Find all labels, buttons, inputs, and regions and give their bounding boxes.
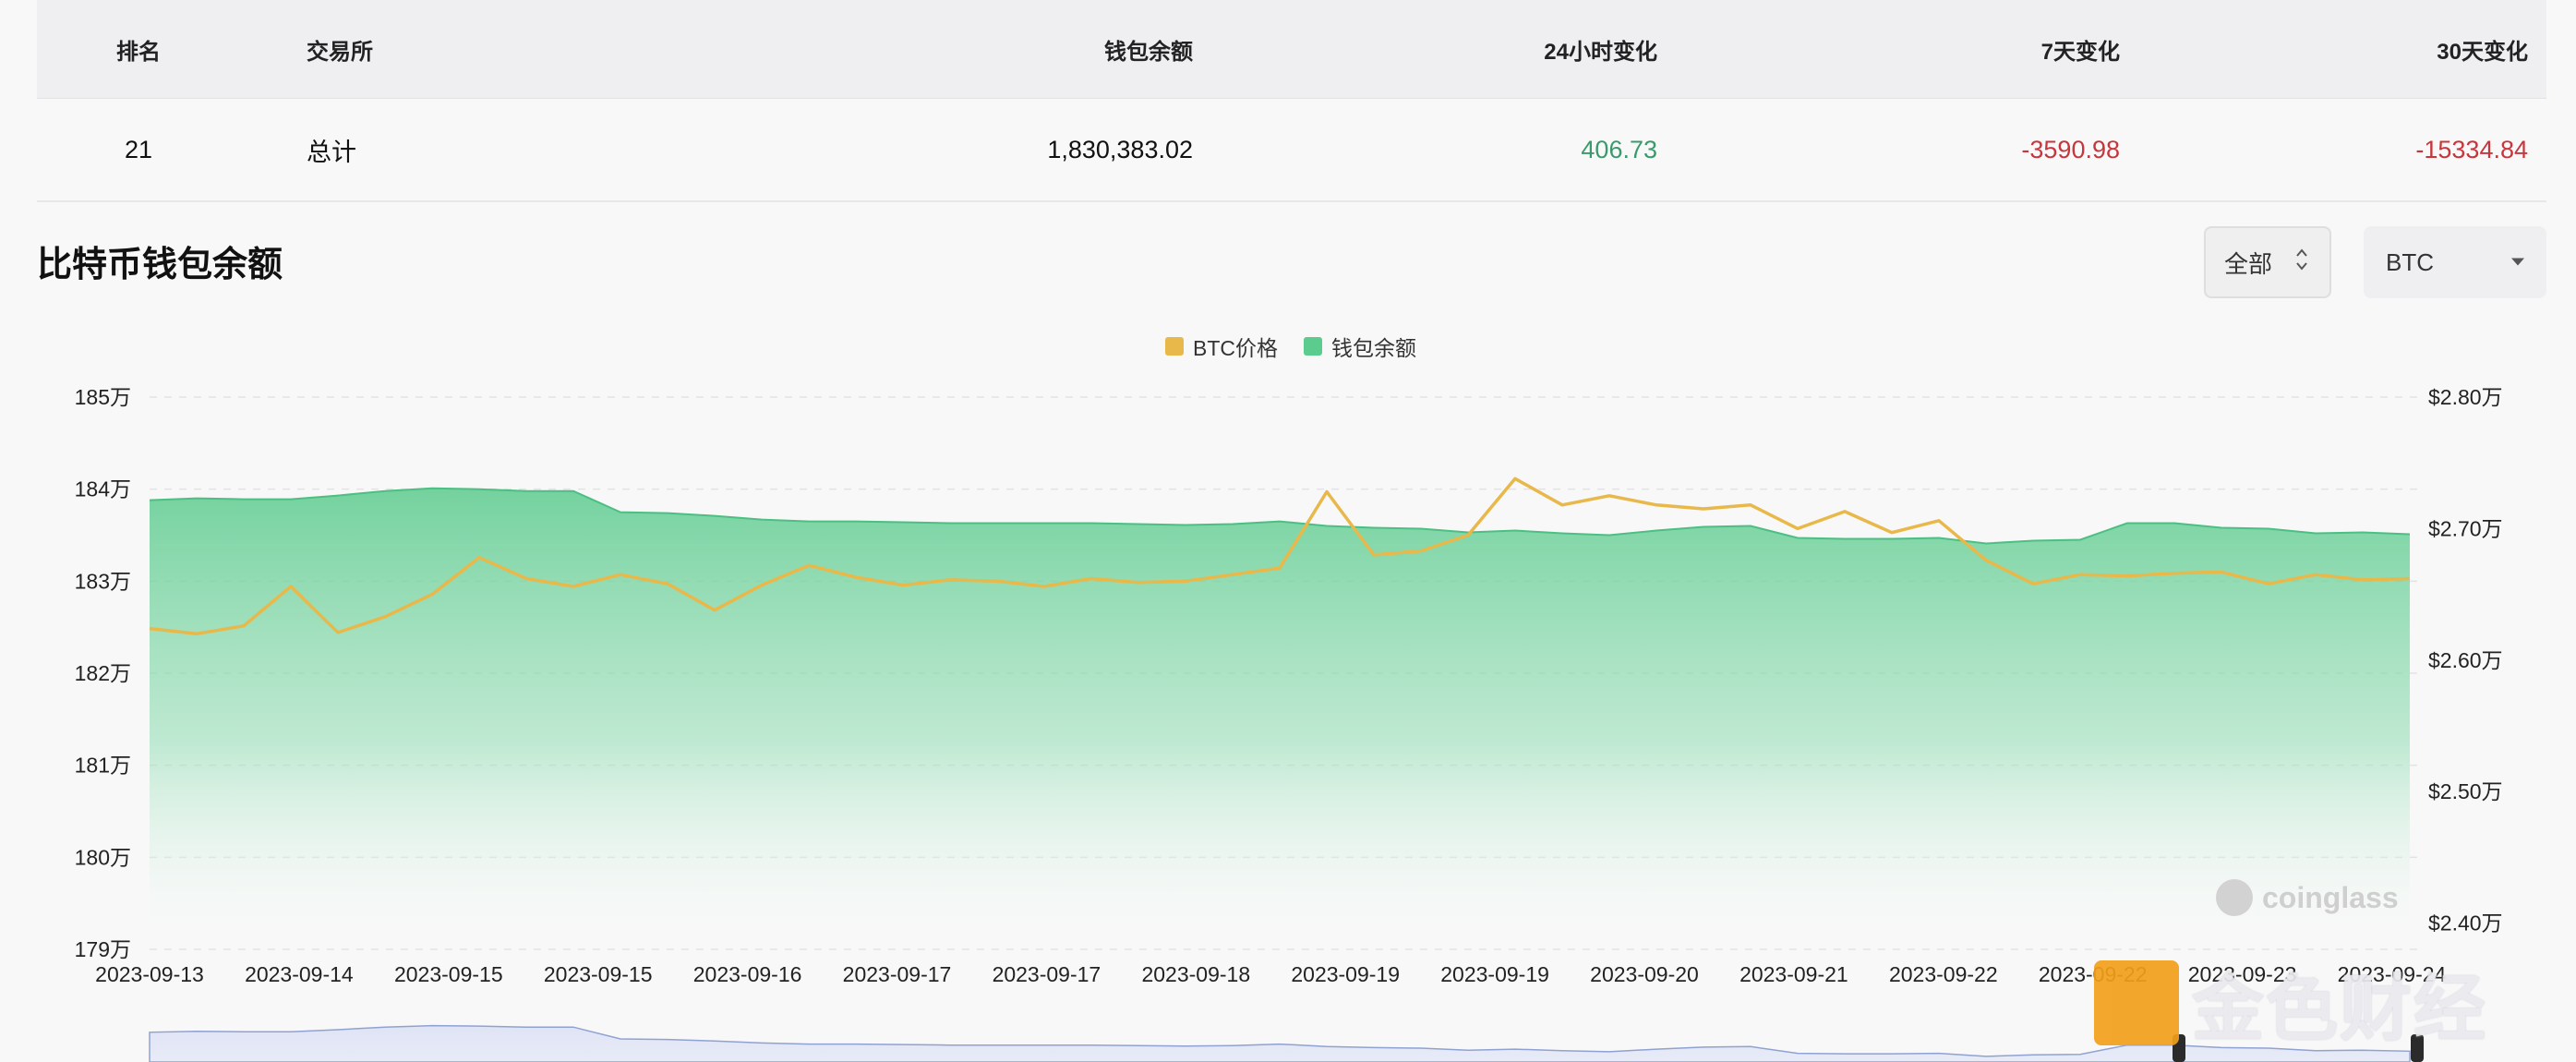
legend-swatch-price: [1165, 337, 1184, 356]
updown-chevron-icon: [2294, 247, 2309, 278]
row-change-30d: -15334.84: [2415, 135, 2528, 163]
header-change-24h[interactable]: 24小时变化: [1544, 39, 1657, 65]
legend-item-balance[interactable]: 钱包余额: [1304, 331, 1416, 362]
coinglass-logo-icon: [2216, 879, 2253, 916]
brand-watermark: 金色财经: [2094, 947, 2487, 1059]
legend-item-price[interactable]: BTC价格: [1165, 331, 1278, 362]
x-axis-tick: 2023-09-16: [693, 962, 802, 986]
y-left-tick: 184万: [75, 477, 131, 501]
chart-legend: BTC价格 钱包余额: [1165, 331, 1416, 362]
table-row-total: 21 总计 1,830,383.02 406.73 -3590.98 -1533…: [37, 99, 2546, 202]
y-left-tick: 181万: [75, 754, 131, 778]
y-left-tick: 185万: [75, 385, 131, 409]
x-axis-tick: 2023-09-14: [245, 962, 354, 986]
x-axis-tick: 2023-09-22: [1889, 962, 1998, 986]
y-left-tick: 179万: [75, 937, 131, 961]
row-change-7d: -3590.98: [2021, 135, 2120, 163]
header-change-7d[interactable]: 7天变化: [2040, 39, 2120, 65]
y-left-tick: 180万: [75, 845, 131, 869]
row-rank: 21: [124, 135, 153, 163]
legend-label-balance: 钱包余额: [1331, 336, 1416, 360]
navigator-handle-right[interactable]: [2411, 1034, 2424, 1062]
row-exchange: 总计: [307, 138, 356, 166]
header-balance[interactable]: 钱包余额: [1104, 39, 1193, 65]
x-axis-tick: 2023-09-15: [394, 962, 503, 986]
coin-select-value: BTC: [2386, 247, 2434, 276]
x-axis-tick: 2023-09-20: [1590, 962, 1699, 986]
navigator-series: [149, 1024, 2411, 1062]
header-exchange[interactable]: 交易所: [307, 39, 373, 65]
section-title: 比特币钱包余额: [37, 246, 283, 284]
y-axis-left: 185万 184万 183万 182万 181万 180万 179万: [75, 385, 131, 961]
exchange-balance-table: 排名 交易所 钱包余额 24小时变化 7天变化 30天变化 21 总计 1,83…: [37, 0, 2546, 202]
row-balance: 1,830,383.02: [1047, 135, 1193, 163]
header-rank[interactable]: 排名: [116, 39, 161, 65]
wallet-balance-line[interactable]: [149, 487, 2411, 545]
range-navigator[interactable]: [149, 1024, 2424, 1062]
y-axis-right: $2.80万 $2.70万 $2.60万 $2.50万 $2.40万: [2428, 385, 2503, 935]
x-axis-tick: 2023-09-19: [1291, 962, 1400, 986]
x-axis-tick: 2023-09-17: [843, 962, 952, 986]
y-left-tick: 182万: [75, 661, 131, 685]
y-right-tick: $2.60万: [2428, 648, 2503, 672]
caret-down-icon: [2510, 252, 2526, 273]
x-axis-tick: 2023-09-23: [2188, 962, 2297, 986]
legend-label-price: BTC价格: [1193, 336, 1278, 360]
x-axis-tick: 2023-09-15: [544, 962, 653, 986]
y-left-tick: 183万: [75, 569, 131, 593]
range-select[interactable]: 全部: [2204, 226, 2331, 298]
brand-logo-icon: [2094, 960, 2179, 1045]
x-axis-tick: 2023-09-18: [1141, 962, 1250, 986]
y-right-tick: $2.70万: [2428, 516, 2503, 540]
x-axis-tick: 2023-09-21: [1739, 962, 1848, 986]
x-axis-tick: 2023-09-17: [993, 962, 1101, 986]
row-change-24h: 406.73: [1581, 135, 1657, 163]
balance-price-chart[interactable]: 185万 184万 183万 182万 181万 180万 179万 $2.80万 $2.70…: [0, 369, 2576, 1062]
x-axis-tick: 2023-09-24: [2338, 962, 2447, 986]
coin-select[interactable]: BTC: [2364, 226, 2546, 298]
btc-price-line[interactable]: [149, 477, 2411, 636]
y-right-tick: $2.50万: [2428, 779, 2503, 803]
coinglass-watermark-text: coinglass: [2262, 880, 2399, 914]
y-right-tick: $2.80万: [2428, 385, 2503, 409]
brand-watermark-text: 金色财经: [2192, 968, 2488, 1051]
coinglass-watermark: coinglass: [2216, 879, 2399, 916]
x-axis-tick: 2023-09-13: [95, 962, 204, 986]
wallet-balance-area[interactable]: [150, 488, 2410, 949]
y-right-tick: $2.40万: [2428, 911, 2503, 935]
legend-swatch-balance: [1304, 337, 1322, 356]
x-axis-tick: 2023-09-19: [1440, 962, 1549, 986]
header-change-30d[interactable]: 30天变化: [2437, 39, 2528, 65]
table-header: 排名 交易所 钱包余额 24小时变化 7天变化 30天变化: [37, 0, 2546, 99]
range-select-value: 全部: [2224, 249, 2273, 278]
